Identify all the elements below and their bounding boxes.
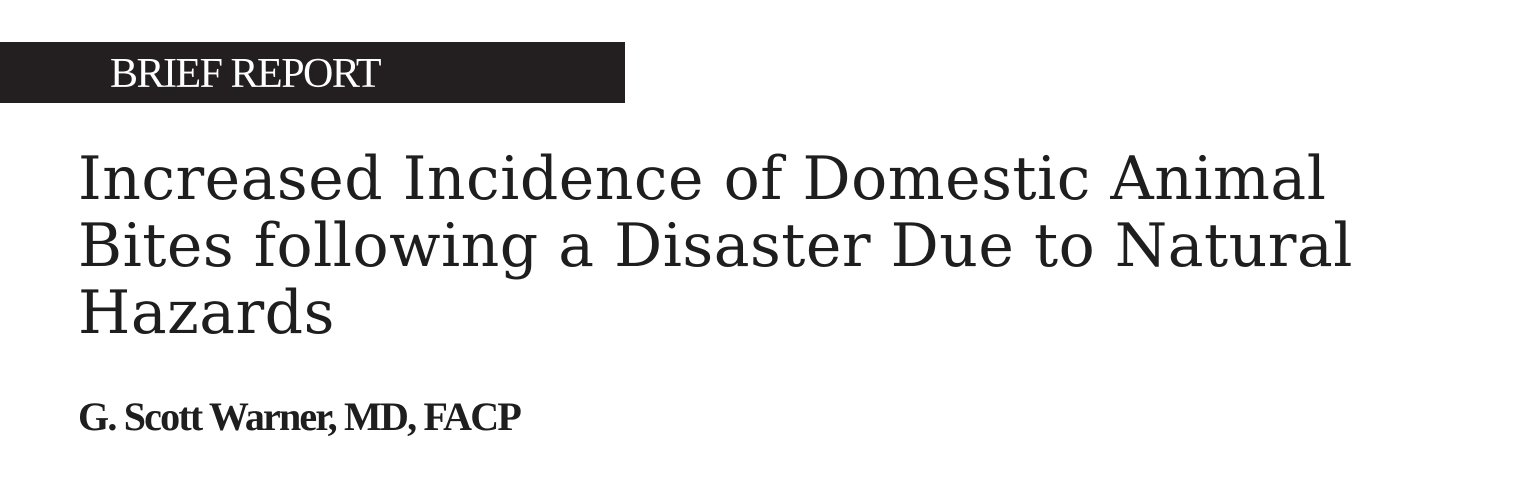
article-type-label: BRIEF REPORT (110, 50, 382, 97)
author-byline: G. Scott Warner, MD, FACP (78, 394, 522, 439)
title-line-2: Bites following a Disaster Due to Natura… (78, 211, 1353, 281)
article-title: Increased Incidence of Domestic Animal B… (78, 146, 1478, 347)
title-line-1: Increased Incidence of Domestic Animal (78, 144, 1327, 214)
title-line-3: Hazards (78, 278, 335, 348)
article-type-banner: BRIEF REPORT (0, 42, 625, 103)
